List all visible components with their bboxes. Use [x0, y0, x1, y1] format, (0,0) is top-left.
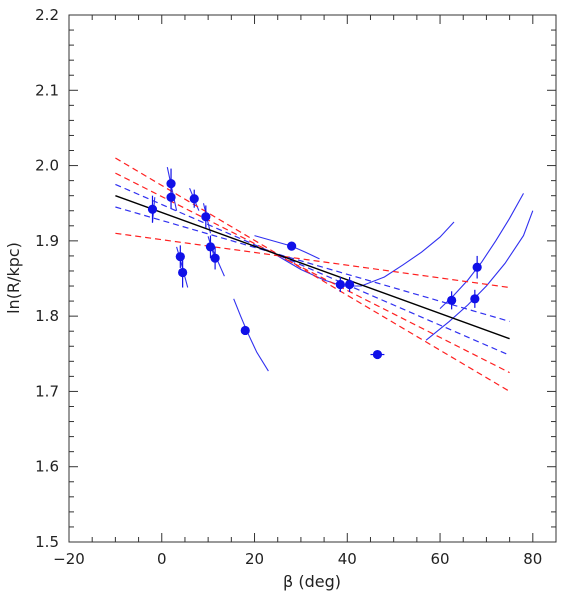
x-tick-label: −20 — [53, 550, 85, 568]
red-dashed-line — [115, 232, 510, 289]
model-track — [166, 166, 178, 211]
y-tick-label: 1.6 — [35, 458, 59, 476]
blue-dashed-line — [115, 183, 510, 356]
data-point — [472, 262, 482, 272]
x-tick-label: 80 — [523, 550, 542, 568]
ticks: −20 0 20 40 60 80 1.5 1.6 1.7 1.8 1.9 2.0 2.1 2.2 — [35, 6, 557, 568]
data-point — [372, 349, 383, 360]
x-tick-label: 0 — [157, 550, 167, 568]
data-point — [335, 279, 345, 290]
x-tick-label: 20 — [245, 550, 264, 568]
data-points — [147, 168, 482, 360]
data-point — [470, 294, 480, 304]
x-axis-title: β (deg) — [283, 572, 341, 591]
blue-dashed-line — [115, 206, 510, 322]
model-track — [439, 193, 524, 309]
data-point — [175, 252, 185, 262]
y-axis-title: ln(R/kpc) — [4, 242, 23, 314]
data-point — [178, 267, 188, 278]
data-point — [189, 194, 199, 204]
y-tick-label: 1.7 — [35, 382, 59, 400]
model-track — [254, 235, 320, 260]
data-point — [166, 192, 176, 202]
model-track — [277, 221, 455, 287]
data-point — [210, 253, 220, 263]
model-track — [425, 210, 534, 341]
red-dashed-line — [115, 157, 510, 392]
x-tick-label: 40 — [338, 550, 357, 568]
data-point — [166, 179, 176, 189]
plot-frame — [68, 14, 557, 543]
y-tick-label: 2.0 — [35, 157, 59, 175]
fit-line-group — [115, 195, 510, 340]
y-tick-label: 2.1 — [35, 81, 59, 99]
data-point — [345, 279, 355, 290]
y-tick-label: 1.5 — [35, 533, 59, 551]
x-tick-label: 60 — [431, 550, 450, 568]
fit-line — [115, 195, 510, 340]
y-tick-label: 2.2 — [35, 6, 59, 24]
data-point — [447, 295, 457, 305]
data-point — [201, 212, 211, 222]
data-point — [287, 241, 297, 251]
data-point — [205, 242, 216, 252]
y-tick-label: 1.9 — [35, 232, 59, 250]
y-tick-label: 1.8 — [35, 307, 59, 325]
dashed-lines — [115, 157, 510, 392]
red-dashed-line — [115, 172, 510, 374]
data-point — [240, 325, 250, 336]
data-point — [147, 204, 158, 214]
model-track — [233, 298, 269, 372]
